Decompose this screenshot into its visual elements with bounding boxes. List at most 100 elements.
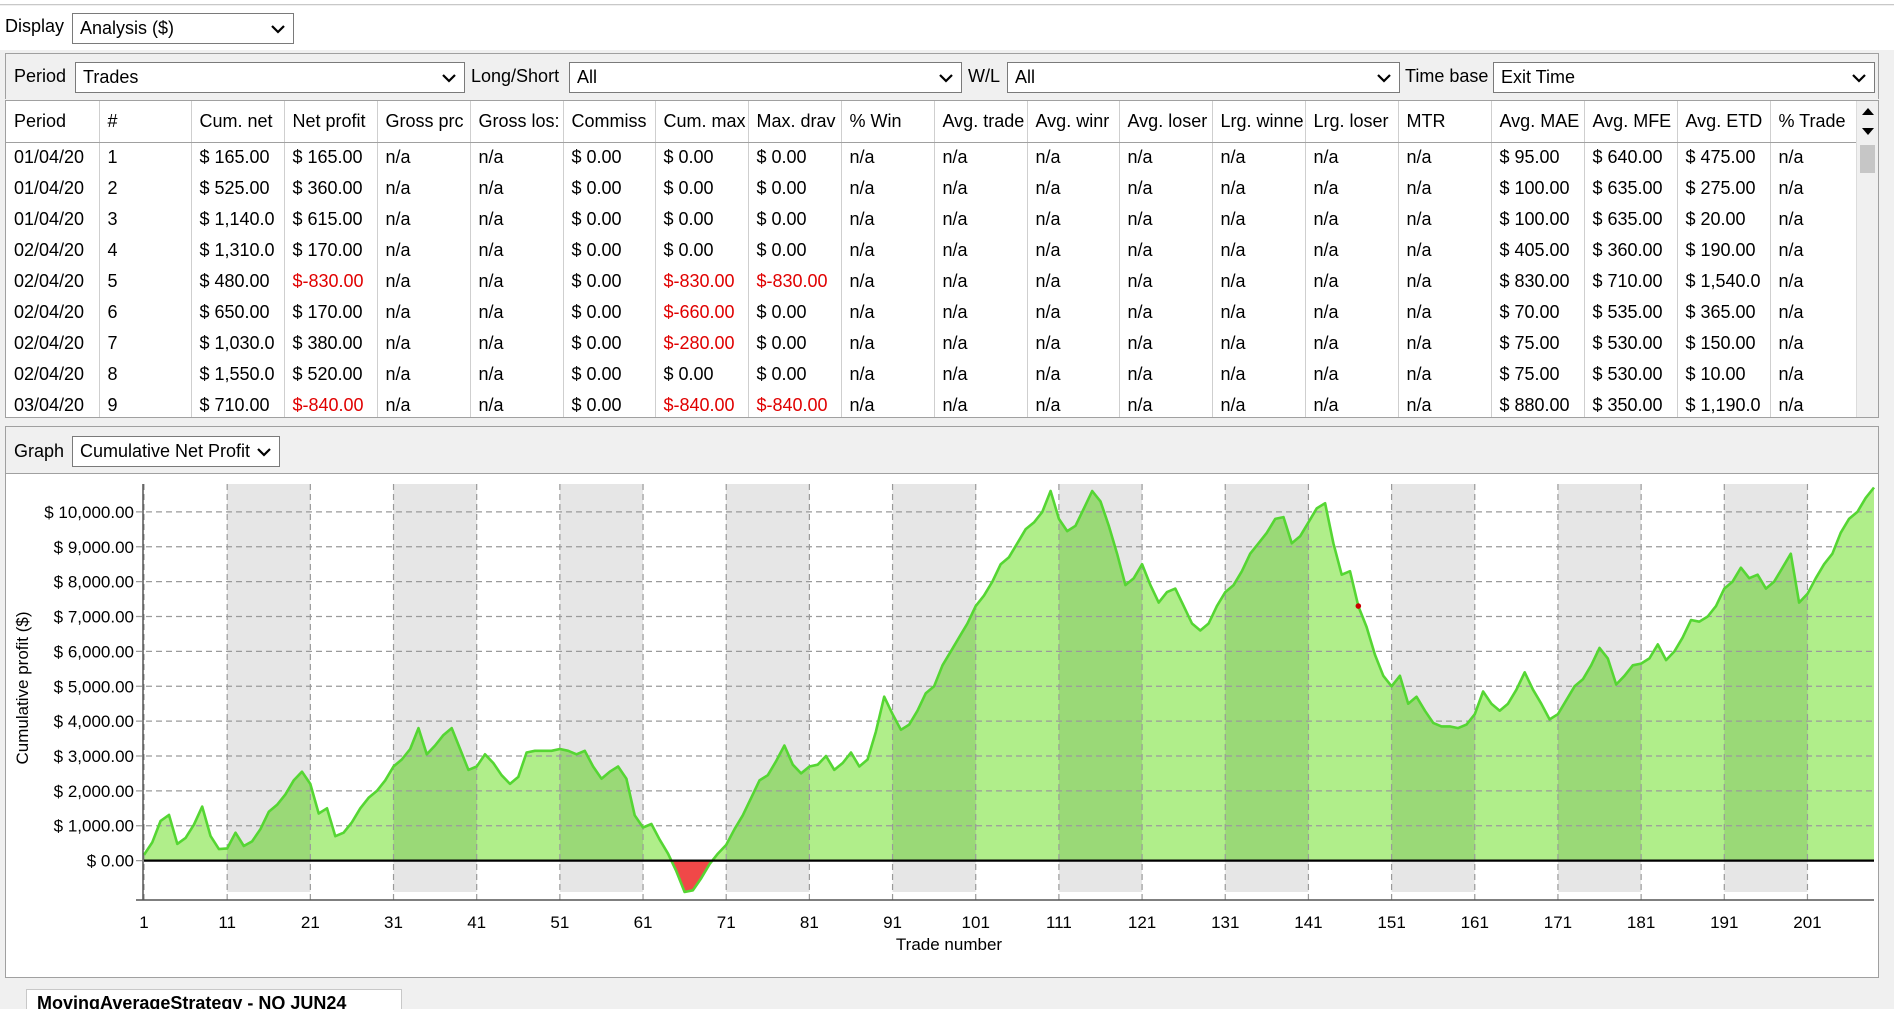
graph-type-dropdown[interactable]: Cumulative Net Profit [72,436,280,467]
table-cell: n/a [1119,297,1213,328]
table-cell: n/a [377,142,471,173]
x-tick-label: 61 [634,913,653,932]
column-header[interactable]: % Win [841,101,935,143]
table-cell: n/a [1027,297,1120,328]
table-row[interactable]: 02/04/20 6 $ 650.00 $ 170.00 n/a n/a $ 0.00 $-6… [6,297,1864,328]
column-header[interactable]: Avg. ETD [1677,101,1771,143]
table-cell: n/a [1770,359,1864,390]
table-row[interactable]: 02/04/20 8 $ 1,550.0 $ 520.00 n/a n/a $ 0.00 $ … [6,359,1864,390]
column-header[interactable]: Avg. MFE [1584,101,1678,143]
table-vertical-scrollbar[interactable] [1856,101,1878,417]
table-cell: n/a [1027,173,1120,204]
period-dropdown[interactable]: Trades [75,62,465,93]
column-header[interactable]: MTR [1398,101,1492,143]
table-row[interactable]: 01/04/20 3 $ 1,140.0 $ 615.00 n/a n/a $ 0.00 $ … [6,204,1864,235]
x-tick-label: 131 [1211,913,1239,932]
column-header[interactable]: Max. drav [748,101,842,143]
table-cell: n/a [1119,173,1213,204]
table-cell: n/a [1770,173,1864,204]
table-cell: n/a [1119,266,1213,297]
table-cell: 01/04/20 [6,173,100,204]
table-cell: $-840.00 [748,390,842,417]
table-cell: n/a [470,235,564,266]
scrollbar-thumb[interactable] [1860,145,1875,173]
table-cell: 3 [99,204,192,235]
table-cell: $ 1,190.0 [1677,390,1771,417]
table-cell: n/a [1305,359,1399,390]
table-cell: 4 [99,235,192,266]
table-cell: n/a [1398,235,1492,266]
table-cell: n/a [1305,390,1399,417]
table-cell: 1 [99,142,192,173]
table-cell: $ 150.00 [1677,328,1771,359]
table-cell: n/a [1398,359,1492,390]
column-header[interactable]: Lrg. winne [1212,101,1306,143]
table-cell: n/a [1212,359,1306,390]
column-header[interactable]: Commiss [563,101,656,143]
table-cell: n/a [1398,266,1492,297]
y-tick-label: $ 3,000.00 [54,747,134,766]
table-cell: n/a [1398,204,1492,235]
table-cell: $ 710.00 [1584,266,1678,297]
table-cell: n/a [1770,328,1864,359]
long-short-dropdown[interactable]: All [569,62,962,93]
table-cell: n/a [470,328,564,359]
table-cell: n/a [1212,328,1306,359]
table-row[interactable]: 01/04/20 1 $ 165.00 $ 165.00 n/a n/a $ 0.00 $ 0… [6,142,1864,173]
table-row[interactable]: 02/04/20 4 $ 1,310.0 $ 170.00 n/a n/a $ 0.00 $ … [6,235,1864,266]
table-cell: $-830.00 [284,266,378,297]
table-cell: $ 100.00 [1491,173,1585,204]
x-tick-label: 101 [962,913,990,932]
table-cell: $ 0.00 [563,235,656,266]
table-cell: $ 1,140.0 [191,204,285,235]
table-cell: 01/04/20 [6,142,100,173]
table-cell: $ 830.00 [1491,266,1585,297]
time-base-dropdown[interactable]: Exit Time [1493,62,1875,93]
table-cell: $ 1,310.0 [191,235,285,266]
column-header[interactable]: Gross los: [470,101,564,143]
column-header[interactable]: Cum. max [655,101,749,143]
display-dropdown[interactable]: Analysis ($) [72,13,294,44]
table-cell: n/a [934,390,1028,417]
column-header[interactable]: Avg. winr [1027,101,1120,143]
column-header[interactable]: Avg. loser [1119,101,1213,143]
y-tick-label: $ 2,000.00 [54,782,134,801]
column-header[interactable]: Net profit [284,101,378,143]
table-cell: n/a [1398,390,1492,417]
column-header[interactable]: Avg. trade [934,101,1028,143]
table-row[interactable]: 01/04/20 2 $ 525.00 $ 360.00 n/a n/a $ 0.00 $ 0… [6,173,1864,204]
table-row[interactable]: 02/04/20 7 $ 1,030.0 $ 380.00 n/a n/a $ 0.00 $-… [6,328,1864,359]
column-header[interactable]: Avg. MAE [1491,101,1585,143]
wl-dropdown[interactable]: All [1007,62,1400,93]
table-cell: n/a [841,142,935,173]
column-header[interactable]: Period [6,101,100,143]
table-cell: $ 1,030.0 [191,328,285,359]
chevron-down-icon [1377,74,1391,83]
y-tick-label: $ 8,000.00 [54,573,134,592]
table-cell: 2 [99,173,192,204]
cumulative-profit-chart: $ 0.00 $ 1,000.00 $ 2,000.00 $ 3,000.00 $ 4,… [5,474,1879,978]
column-header[interactable]: # [99,101,192,143]
column-header[interactable]: Cum. net [191,101,285,143]
strategy-tab[interactable]: MovingAverageStrategy - NQ JUN24 [26,989,402,1009]
table-cell: n/a [377,297,471,328]
table-row[interactable]: 02/04/20 5 $ 480.00 $-830.00 n/a n/a $ 0.00 $-8… [6,266,1864,297]
x-axis-title: Trade number [896,935,1002,954]
y-tick-label: $ 10,000.00 [44,503,134,522]
table-cell: n/a [841,235,935,266]
scroll-arrows-icon[interactable] [1857,101,1879,141]
table-row[interactable]: 03/04/20 9 $ 710.00 $-840.00 n/a n/a $ 0.00 $-8… [6,390,1864,417]
table-cell: n/a [1027,266,1120,297]
column-header[interactable]: Gross prc [377,101,471,143]
column-header[interactable]: Lrg. loser [1305,101,1399,143]
table-cell: 02/04/20 [6,266,100,297]
graph-type-dropdown-value: Cumulative Net Profit [80,441,251,461]
column-header[interactable]: % Trade [1770,101,1864,143]
table-cell: $ 0.00 [655,173,749,204]
display-row: Display Analysis ($) [0,6,1894,50]
table-cell: $ 0.00 [748,297,842,328]
x-tick-label: 71 [717,913,736,932]
y-tick-label: $ 9,000.00 [54,538,134,557]
chart-canvas: $ 0.00 $ 1,000.00 $ 2,000.00 $ 3,000.00 $ 4,… [13,484,1876,954]
y-tick-label: $ 0.00 [87,852,134,871]
